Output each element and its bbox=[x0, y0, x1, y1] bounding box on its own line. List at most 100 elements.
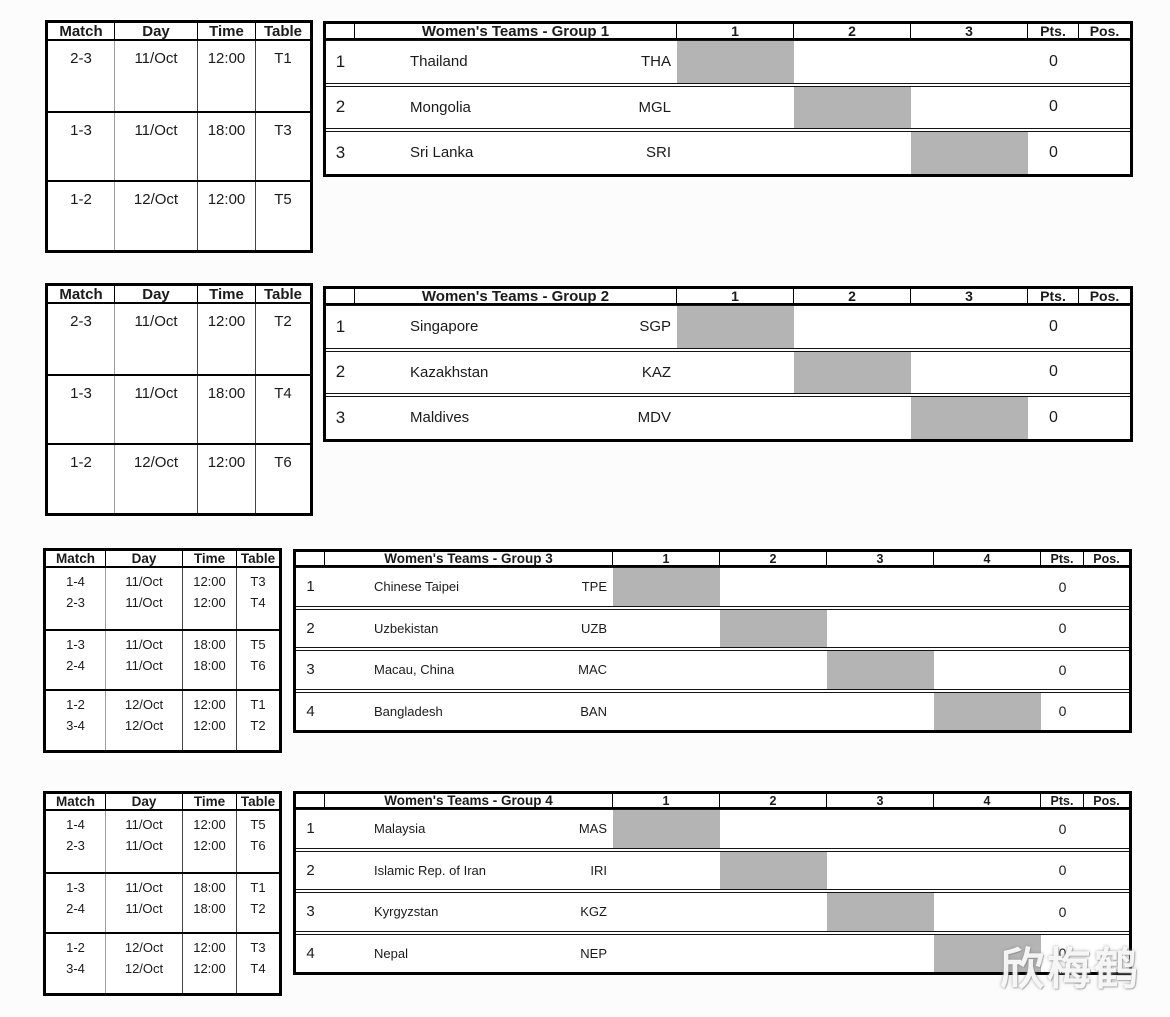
schedule-header-match: Match bbox=[46, 794, 106, 809]
pos-value bbox=[1084, 693, 1129, 731]
pts-value: 0 bbox=[1058, 661, 1067, 678]
day-value: 11/Oct bbox=[125, 574, 163, 589]
day-cell: 12/Oct 12/Oct bbox=[106, 691, 183, 750]
table-cell: T2 bbox=[256, 304, 310, 374]
schedule-block: 2-3 11/Oct 12:00 T1 bbox=[48, 41, 310, 111]
match-value: 1-2 bbox=[66, 697, 85, 712]
schedule-block: 1-4 2-3 11/Oct 11/Oct 12:00 12:00 T3 T4 bbox=[46, 568, 279, 629]
time-value: 18:00 bbox=[193, 900, 226, 916]
opponent-column-header: 2 bbox=[794, 24, 911, 38]
pos-value bbox=[1084, 568, 1129, 606]
table-cell: T5 T6 bbox=[237, 631, 279, 690]
time-value: 12:00 bbox=[193, 697, 226, 712]
match-value: 1-3 bbox=[70, 121, 92, 139]
day-value: 12/Oct bbox=[124, 718, 164, 733]
schedule-header-table: Table bbox=[263, 23, 303, 39]
team-code: MDV bbox=[637, 409, 671, 427]
standings-table-group-1: Women's Teams - Group 1 1 2 3 Pts. Pos. 1 Thail… bbox=[323, 21, 1133, 177]
team-code: MAS bbox=[578, 821, 607, 837]
pos-value bbox=[1079, 132, 1130, 174]
team-row: 4 Bangladesh BAN 0 bbox=[296, 691, 1129, 731]
time-cell: 12:00 bbox=[198, 445, 256, 513]
schedule-header-table: Table bbox=[240, 551, 276, 566]
team-rank: 2 bbox=[335, 97, 346, 117]
pos-value bbox=[1079, 306, 1130, 348]
day-cell: 11/Oct bbox=[115, 304, 198, 374]
team-name: Macau, China bbox=[374, 662, 455, 678]
pos-column-header: Pos. bbox=[1093, 552, 1120, 565]
diagonal-blocked-cell bbox=[613, 810, 720, 848]
day-value: 12/Oct bbox=[124, 961, 164, 976]
team-code: THA bbox=[641, 53, 671, 71]
day-cell: 11/Oct bbox=[115, 112, 198, 180]
diagonal-blocked-cell bbox=[911, 132, 1028, 174]
schedule-block: 1-3 11/Oct 18:00 T3 bbox=[48, 110, 310, 180]
table-value: T4 bbox=[250, 961, 266, 976]
opponent-column-header: 4 bbox=[934, 552, 1041, 565]
schedule-header-row: Match Day Time Table bbox=[46, 794, 279, 811]
pts-value: 0 bbox=[1049, 143, 1058, 161]
diagonal-blocked-cell bbox=[827, 893, 934, 931]
schedule-header-day: Day bbox=[115, 23, 198, 39]
team-rank: 1 bbox=[306, 578, 315, 596]
table-value: T3 bbox=[274, 121, 292, 139]
match-schedule-table-group-2: Match Day Time Table 2-3 11/Oct 12:00 T2 1-3 11/O… bbox=[45, 283, 313, 516]
opponent-column-header: 3 bbox=[911, 289, 1028, 303]
opponent-column-header: 1 bbox=[677, 289, 794, 303]
pts-value: 0 bbox=[1058, 820, 1067, 837]
day-cell: 11/Oct 11/Oct bbox=[106, 873, 183, 932]
time-cell: 12:00 12:00 bbox=[183, 568, 237, 629]
match-cell: 1-2 bbox=[48, 445, 115, 513]
time-cell: 18:00 18:00 bbox=[183, 873, 237, 932]
schedule-block: 1-2 12/Oct 12:00 T5 bbox=[48, 180, 310, 250]
team-rank: 1 bbox=[335, 316, 346, 336]
time-value: 18:00 bbox=[193, 879, 226, 895]
match-schedule-table-group-1: Match Day Time Table 2-3 11/Oct 12:00 T1 1-3 11/O… bbox=[45, 20, 313, 253]
time-value: 12:00 bbox=[193, 595, 226, 610]
pos-value bbox=[1079, 87, 1130, 129]
match-cell: 1-4 2-3 bbox=[46, 811, 106, 872]
match-cell: 1-2 3-4 bbox=[46, 934, 106, 993]
schedule-block: 1-2 3-4 12/Oct 12/Oct 12:00 12:00 T1 T2 bbox=[46, 689, 279, 750]
team-code: IRI bbox=[590, 862, 607, 878]
time-value: 12:00 bbox=[193, 817, 226, 832]
team-name: Thailand bbox=[410, 53, 468, 71]
day-value: 11/Oct bbox=[125, 636, 163, 652]
table-cell: T5 bbox=[256, 182, 310, 250]
pos-column-header: Pos. bbox=[1089, 24, 1120, 38]
opponent-column-header: 3 bbox=[827, 552, 934, 565]
match-value: 2-3 bbox=[70, 313, 92, 330]
match-schedule-table-group-3: Match Day Time Table 1-4 2-3 11/Oct 11/Oct 12:00… bbox=[43, 548, 282, 753]
schedule-header-match: Match bbox=[46, 551, 106, 566]
team-code: KAZ bbox=[641, 363, 671, 381]
team-rank: 3 bbox=[306, 661, 315, 679]
team-name: Kyrgyzstan bbox=[374, 904, 439, 920]
team-code: SGP bbox=[639, 318, 671, 336]
team-code: TPE bbox=[581, 579, 607, 595]
time-value: 12:00 bbox=[207, 454, 246, 471]
time-value: 18:00 bbox=[193, 657, 226, 673]
team-name: Bangladesh bbox=[374, 703, 443, 719]
time-cell: 12:00 12:00 bbox=[183, 811, 237, 872]
opponent-column-header: 2 bbox=[794, 289, 911, 303]
schedule-header-table: Table bbox=[263, 286, 303, 302]
match-value: 1-2 bbox=[66, 940, 85, 955]
match-value: 1-3 bbox=[66, 636, 85, 652]
opponent-column-header: 3 bbox=[911, 24, 1028, 38]
table-value: T2 bbox=[250, 718, 266, 733]
standings-header-row: Women's Teams - Group 4 1 2 3 4 Pts. Pos. bbox=[296, 794, 1129, 809]
team-rank: 4 bbox=[306, 702, 315, 720]
team-row: 2 Islamic Rep. of Iran IRI 0 bbox=[296, 850, 1129, 890]
day-value: 11/Oct bbox=[125, 879, 163, 895]
team-name: Nepal bbox=[374, 945, 408, 961]
table-cell: T1 T2 bbox=[237, 691, 279, 750]
team-row: 1 Thailand THA 0 bbox=[326, 40, 1130, 84]
pts-column-header: Pts. bbox=[1028, 289, 1079, 303]
team-rank: 2 bbox=[306, 619, 315, 637]
schedule-block: 2-3 11/Oct 12:00 T2 bbox=[48, 304, 310, 374]
match-cell: 1-2 bbox=[48, 182, 115, 250]
team-row: 4 Nepal NEP 0 bbox=[296, 933, 1129, 972]
match-value: 2-3 bbox=[66, 595, 85, 610]
pts-value: 0 bbox=[1049, 317, 1058, 335]
match-value: 3-4 bbox=[66, 961, 85, 976]
